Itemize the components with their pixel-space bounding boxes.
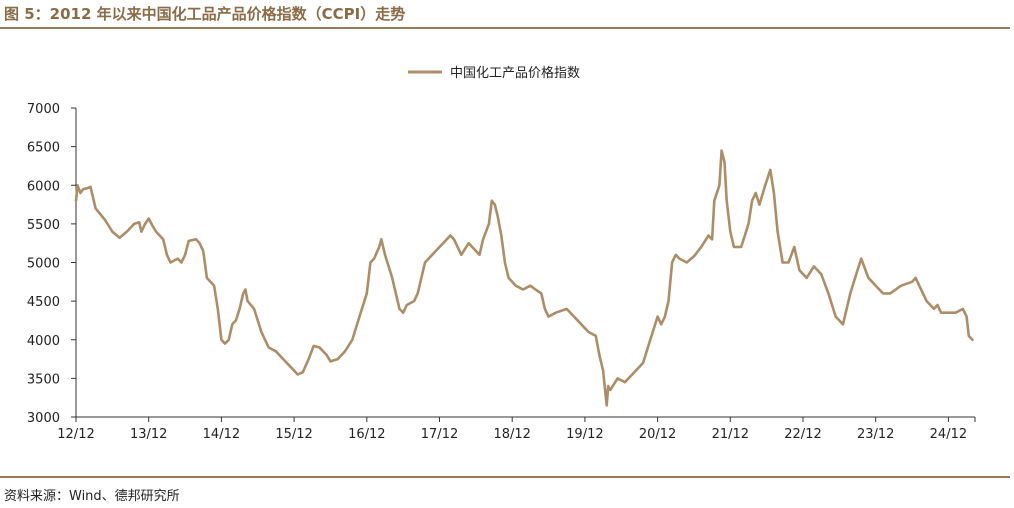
x-tick-label-22/12: 22/12: [784, 427, 821, 442]
x-tick-label-17/12: 17/12: [421, 427, 458, 442]
y-tick-label-3500: 3500: [27, 372, 60, 387]
y-tick-label-6000: 6000: [27, 179, 60, 194]
plot-area: [74, 149, 974, 407]
top-rule: [0, 27, 1010, 29]
y-tick-label-5500: 5500: [27, 218, 60, 233]
x-axis: 12/12 13/12 14/12 15/12 16/12 17/12 18/12 19/12…: [57, 416, 976, 442]
bottom-rule: [0, 476, 1010, 478]
line-chart: 中国化工产品价格指数 3000 3500 4000 4500 5000 5500 6000 6…: [27, 65, 976, 442]
series-line-0: [74, 149, 974, 407]
chart-legend: 中国化工产品价格指数: [408, 65, 580, 81]
x-tick-label-16/12: 16/12: [348, 427, 385, 442]
x-tick-label-12/12: 12/12: [57, 427, 94, 442]
x-tick-label-18/12: 18/12: [493, 427, 530, 442]
x-tick-label-23/12: 23/12: [857, 427, 894, 442]
x-tick-label-14/12: 14/12: [203, 427, 240, 442]
x-tick-label-13/12: 13/12: [130, 427, 167, 442]
x-tick-label-15/12: 15/12: [275, 427, 312, 442]
y-tick-label-3000: 3000: [27, 411, 60, 426]
source-note: 资料来源：Wind、德邦研究所: [4, 489, 180, 504]
y-tick-label-4500: 4500: [27, 295, 60, 310]
y-tick-label-7000: 7000: [27, 102, 60, 117]
y-tick-label-5000: 5000: [27, 257, 60, 272]
x-tick-label-21/12: 21/12: [712, 427, 749, 442]
x-tick-label-24/12: 24/12: [930, 427, 967, 442]
y-tick-label-4000: 4000: [27, 334, 60, 349]
y-axis: 3000 3500 4000 4500 5000 5500 6000 6500 7000: [27, 102, 77, 426]
legend-label: 中国化工产品价格指数: [450, 65, 580, 81]
x-tick-label-20/12: 20/12: [639, 427, 676, 442]
x-tick-label-19/12: 19/12: [566, 427, 603, 442]
figure-title: 图 5：2012 年以来中国化工品产品价格指数（CCPI）走势: [4, 5, 406, 23]
y-tick-label-6500: 6500: [27, 141, 60, 156]
